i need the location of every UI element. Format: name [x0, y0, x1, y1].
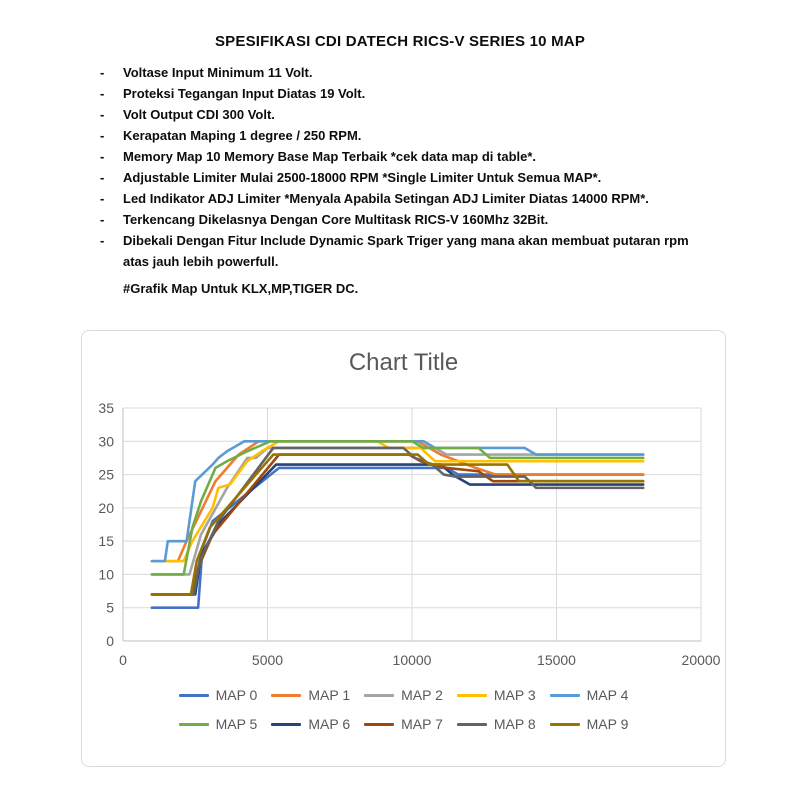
- spec-bullet-text: Terkencang Dikelasnya Dengan Core Multit…: [123, 212, 549, 227]
- legend-swatch: [456, 722, 487, 726]
- legend-label: MAP 4: [586, 687, 629, 703]
- bullet-marker: -: [100, 149, 105, 164]
- y-axis-label: 15: [98, 533, 114, 549]
- spec-bullet-6: - Led Indikator ADJ Limiter *Menyala Apab…: [100, 188, 700, 209]
- legend-label: MAP 7: [401, 716, 443, 732]
- legend-label: MAP 6: [308, 716, 351, 732]
- x-axis-label: 0: [119, 652, 127, 668]
- legend-item-map-0: MAP 0: [178, 687, 258, 703]
- legend-label: MAP 2: [401, 687, 443, 703]
- legend-swatch: [271, 693, 302, 697]
- legend-swatch: [549, 722, 580, 726]
- bullet-marker: -: [100, 128, 105, 143]
- x-axis-label: 20000: [682, 652, 721, 668]
- spec-bullet-text: Kerapatan Maping 1 degree / 250 RPM.: [123, 128, 362, 143]
- legend-item-map-7: MAP 7: [364, 716, 443, 732]
- series-line-map-8: [150, 446, 645, 596]
- x-axis-label: 5000: [252, 652, 283, 668]
- chart-legend: MAP 0 MAP 1 MAP 2 MAP 3 MAP 4 MAP 5 MAP 6 MAP 7…: [82, 687, 725, 745]
- y-axis-label: 0: [106, 633, 114, 649]
- spec-bullet-4: - Memory Map 10 Memory Base Map Terbaik *…: [100, 146, 700, 167]
- series-line-map-1: [150, 439, 645, 563]
- legend-item-map-2: MAP 2: [364, 687, 443, 703]
- legend-swatch: [456, 693, 487, 697]
- spec-bullet-7: - Terkencang Dikelasnya Dengan Core Multi…: [100, 209, 700, 230]
- bullet-marker: -: [100, 233, 105, 248]
- chart-container: Chart Title 0 5 10 15 20 25 30 35 0 5000 10000 1500…: [81, 330, 726, 767]
- legend-row: MAP 5 MAP 6 MAP 7 MAP 8 MAP 9: [82, 716, 725, 732]
- legend-item-map-1: MAP 1: [271, 687, 350, 703]
- legend-label: MAP 3: [493, 687, 536, 703]
- x-axis-label: 15000: [537, 652, 576, 668]
- bullet-marker: -: [100, 107, 105, 122]
- series-line-map-3: [150, 439, 645, 563]
- y-axis-label: 5: [106, 600, 114, 616]
- y-axis-label: 35: [98, 400, 114, 416]
- y-axis-label: 20: [98, 500, 114, 516]
- legend-swatch: [364, 693, 395, 697]
- legend-item-map-3: MAP 3: [456, 687, 536, 703]
- series-line-map-4: [150, 439, 645, 563]
- legend-row: MAP 0 MAP 1 MAP 2 MAP 3 MAP 4: [82, 687, 725, 703]
- legend-swatch: [364, 722, 395, 726]
- spec-bullet-2: - Volt Output CDI 300 Volt.: [100, 104, 700, 125]
- spec-bullet-text: Proteksi Tegangan Input Diatas 19 Volt.: [123, 86, 366, 101]
- legend-label: MAP 9: [586, 716, 629, 732]
- legend-item-map-9: MAP 9: [549, 716, 629, 732]
- y-axis-label: 30: [98, 433, 114, 449]
- spec-bullet-text: Voltase Input Minimum 11 Volt.: [123, 65, 313, 80]
- legend-item-map-5: MAP 5: [178, 716, 258, 732]
- spec-bullet-text: Adjustable Limiter Mulai 2500-18000 RPM …: [123, 170, 602, 185]
- legend-item-map-6: MAP 6: [271, 716, 350, 732]
- spec-bullet-text: Volt Output CDI 300 Volt.: [123, 107, 275, 122]
- legend-swatch: [271, 722, 302, 726]
- y-axis-label: 10: [98, 566, 114, 582]
- legend-swatch: [178, 722, 209, 726]
- bullet-marker: -: [100, 191, 105, 206]
- legend-label: MAP 0: [215, 687, 258, 703]
- chart-title: Chart Title: [348, 349, 459, 376]
- spec-bullet-5: - Adjustable Limiter Mulai 2500-18000 RPM…: [100, 167, 700, 188]
- legend-item-map-4: MAP 4: [549, 687, 629, 703]
- spec-bullet-1: - Proteksi Tegangan Input Diatas 19 Volt.: [100, 83, 700, 104]
- spec-bullet-text: Memory Map 10 Memory Base Map Terbaik *c…: [123, 149, 537, 164]
- spec-bullet-0: - Voltase Input Minimum 11 Volt.: [100, 62, 700, 83]
- bullet-marker: -: [100, 212, 105, 227]
- bullet-marker: -: [100, 65, 105, 80]
- spec-bullet-text: Led Indikator ADJ Limiter *Menyala Apabi…: [123, 191, 649, 206]
- legend-swatch: [549, 693, 580, 697]
- x-axis-label: 10000: [393, 652, 432, 668]
- spec-bullet-text: Dibekali Dengan Fitur Include Dynamic Sp…: [123, 233, 689, 269]
- document-title: SPESIFIKASI CDI DATECH RICS-V SERIES 10 …: [214, 33, 586, 50]
- bullet-marker: -: [100, 170, 105, 185]
- legend-label: MAP 8: [493, 716, 536, 732]
- series-line-map-9: [150, 453, 645, 596]
- spec-list: - Voltase Input Minimum 11 Volt. - Proteksi…: [100, 62, 700, 272]
- y-axis-label: 25: [98, 467, 114, 483]
- legend-item-map-8: MAP 8: [456, 716, 536, 732]
- spec-bullet-3: - Kerapatan Maping 1 degree / 250 RPM.: [100, 125, 700, 146]
- legend-label: MAP 5: [215, 716, 258, 732]
- map-line-chart: 0 5 10 15 20 25 30 35 0 5000 10000 15000 20000: [98, 400, 721, 668]
- legend-swatch: [178, 693, 209, 697]
- legend-label: MAP 1: [308, 687, 351, 703]
- spec-bullet-8: - Dibekali Dengan Fitur Include Dynamic S…: [100, 230, 700, 272]
- graph-note: #Grafik Map Untuk KLX,MP,TIGER DC.: [123, 281, 359, 296]
- series-line-map-5: [150, 439, 645, 576]
- bullet-marker: -: [100, 86, 105, 101]
